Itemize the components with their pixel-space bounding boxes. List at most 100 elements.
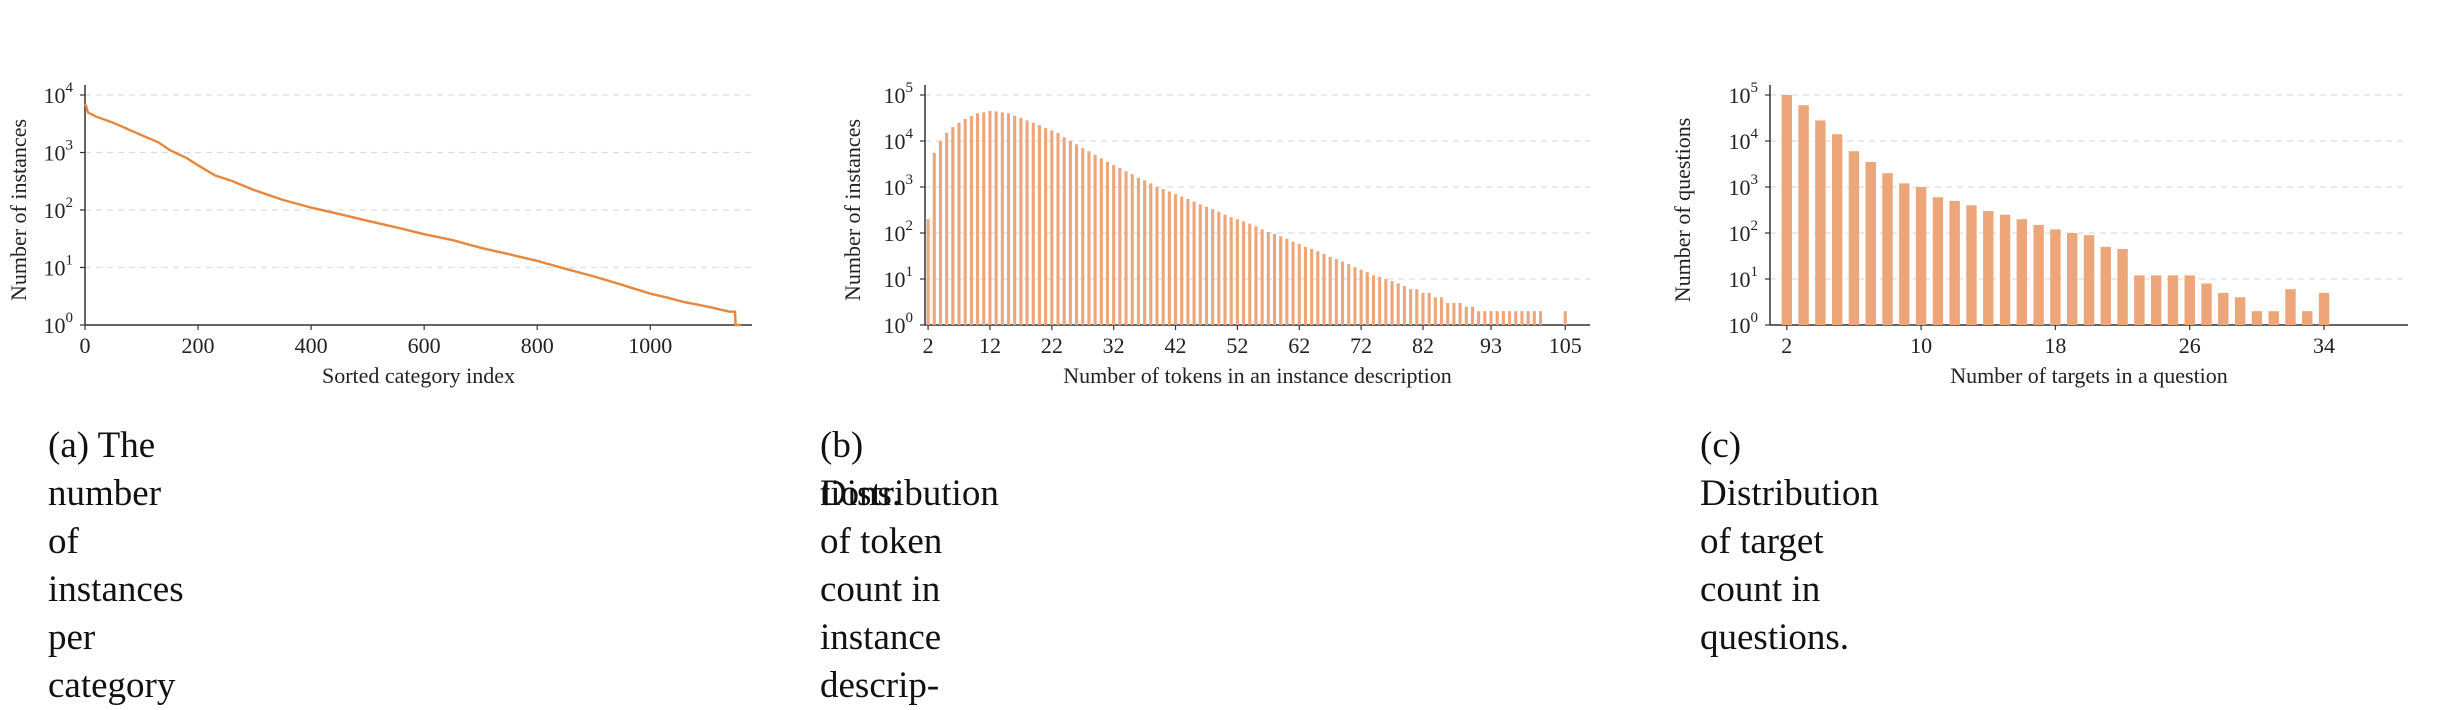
bar xyxy=(1433,297,1437,325)
bar xyxy=(976,113,980,325)
bar xyxy=(2302,311,2313,325)
bar xyxy=(1915,187,1927,325)
bar xyxy=(2050,229,2061,325)
bar xyxy=(1161,189,1165,325)
bar xyxy=(2318,292,2330,325)
y-tick-label: 102 xyxy=(884,218,914,246)
bar xyxy=(1848,151,1860,325)
x-tick-label: 32 xyxy=(1103,333,1125,358)
y-tick-label: 105 xyxy=(1729,80,1759,108)
bar xyxy=(1217,211,1221,325)
x-tick-label: 600 xyxy=(408,333,441,358)
bar xyxy=(1143,180,1147,325)
x-axis-label: Number of tokens in an instance descript… xyxy=(1063,363,1452,388)
x-tick-label: 72 xyxy=(1350,333,1372,358)
bar xyxy=(1464,306,1468,325)
bar xyxy=(1006,113,1011,325)
bar xyxy=(2134,275,2145,325)
bar xyxy=(945,132,949,325)
bar xyxy=(1815,120,1826,326)
bar xyxy=(1882,173,1893,325)
x-tick-label: 200 xyxy=(182,333,215,358)
bar xyxy=(1075,144,1079,325)
bar xyxy=(1260,229,1264,325)
bar xyxy=(1198,204,1202,325)
bar xyxy=(1798,105,1809,325)
bar xyxy=(1087,151,1091,325)
x-tick-label: 800 xyxy=(521,333,554,358)
bar xyxy=(1427,292,1431,325)
y-tick-label: 104 xyxy=(1729,126,1759,154)
x-tick-label: 0 xyxy=(80,333,91,358)
bar xyxy=(1563,311,1567,325)
bar xyxy=(1093,154,1097,325)
bar xyxy=(1520,311,1524,325)
y-tick-exponent: 1 xyxy=(66,253,74,269)
x-tick-label: 34 xyxy=(2313,333,2335,358)
y-tick-exponent: 3 xyxy=(1751,172,1759,188)
x-tick-label: 2 xyxy=(1781,333,1792,358)
bar xyxy=(957,122,961,325)
bar xyxy=(1112,165,1116,325)
bar xyxy=(1130,174,1134,325)
bar xyxy=(1341,261,1345,325)
y-tick-exponent: 2 xyxy=(1751,218,1759,234)
bar xyxy=(2150,275,2162,325)
y-tick-label: 105 xyxy=(884,80,914,108)
bar xyxy=(2285,289,2296,325)
bar xyxy=(963,119,967,325)
bar xyxy=(1415,289,1419,325)
bar xyxy=(1452,303,1456,325)
bar xyxy=(1192,201,1196,325)
bar xyxy=(1242,221,1246,325)
y-tick-label: 100 xyxy=(44,310,74,338)
bar xyxy=(1211,209,1215,325)
bar xyxy=(1328,257,1332,325)
bar xyxy=(1000,112,1004,325)
bar xyxy=(988,110,992,325)
bar xyxy=(1068,141,1072,325)
bar xyxy=(969,115,973,325)
bar xyxy=(2201,283,2212,325)
bar xyxy=(1371,275,1376,325)
bar xyxy=(1538,311,1543,325)
bar xyxy=(1031,122,1035,325)
bar xyxy=(1514,311,1518,325)
y-tick-label: 100 xyxy=(1729,310,1759,338)
x-tick-label: 42 xyxy=(1165,333,1187,358)
y-tick-exponent: 0 xyxy=(66,310,74,326)
bar xyxy=(1037,125,1041,325)
bar xyxy=(1105,161,1110,325)
bar xyxy=(1291,241,1295,325)
y-tick-exponent: 1 xyxy=(906,264,914,280)
bar xyxy=(1831,134,1843,325)
bar xyxy=(2033,224,2044,325)
bar xyxy=(2251,311,2263,325)
y-tick-label: 101 xyxy=(1729,264,1759,292)
y-tick-exponent: 5 xyxy=(906,80,914,96)
x-tick-label: 18 xyxy=(2044,333,2066,358)
bar xyxy=(1781,95,1792,325)
y-tick-exponent: 4 xyxy=(906,126,914,142)
y-tick-label: 103 xyxy=(884,172,914,200)
x-axis-label: Number of targets in a question xyxy=(1950,363,2228,388)
bar xyxy=(1470,306,1475,325)
bar xyxy=(951,127,955,325)
bar xyxy=(1483,311,1487,325)
bar xyxy=(1446,303,1450,325)
bar xyxy=(1359,269,1363,325)
bar xyxy=(1458,303,1462,325)
bar xyxy=(1966,205,1977,325)
caption-a: (a) The number of instances per category xyxy=(48,425,184,706)
bar xyxy=(1501,311,1505,325)
series-line xyxy=(83,103,741,327)
x-tick-label: 400 xyxy=(295,333,328,358)
bar xyxy=(2167,275,2179,325)
y-tick-exponent: 1 xyxy=(1751,264,1759,280)
bar xyxy=(1235,219,1239,325)
y-axis-label: Number of questions xyxy=(1670,118,1695,303)
bar xyxy=(1167,191,1171,325)
bar xyxy=(2067,233,2078,325)
